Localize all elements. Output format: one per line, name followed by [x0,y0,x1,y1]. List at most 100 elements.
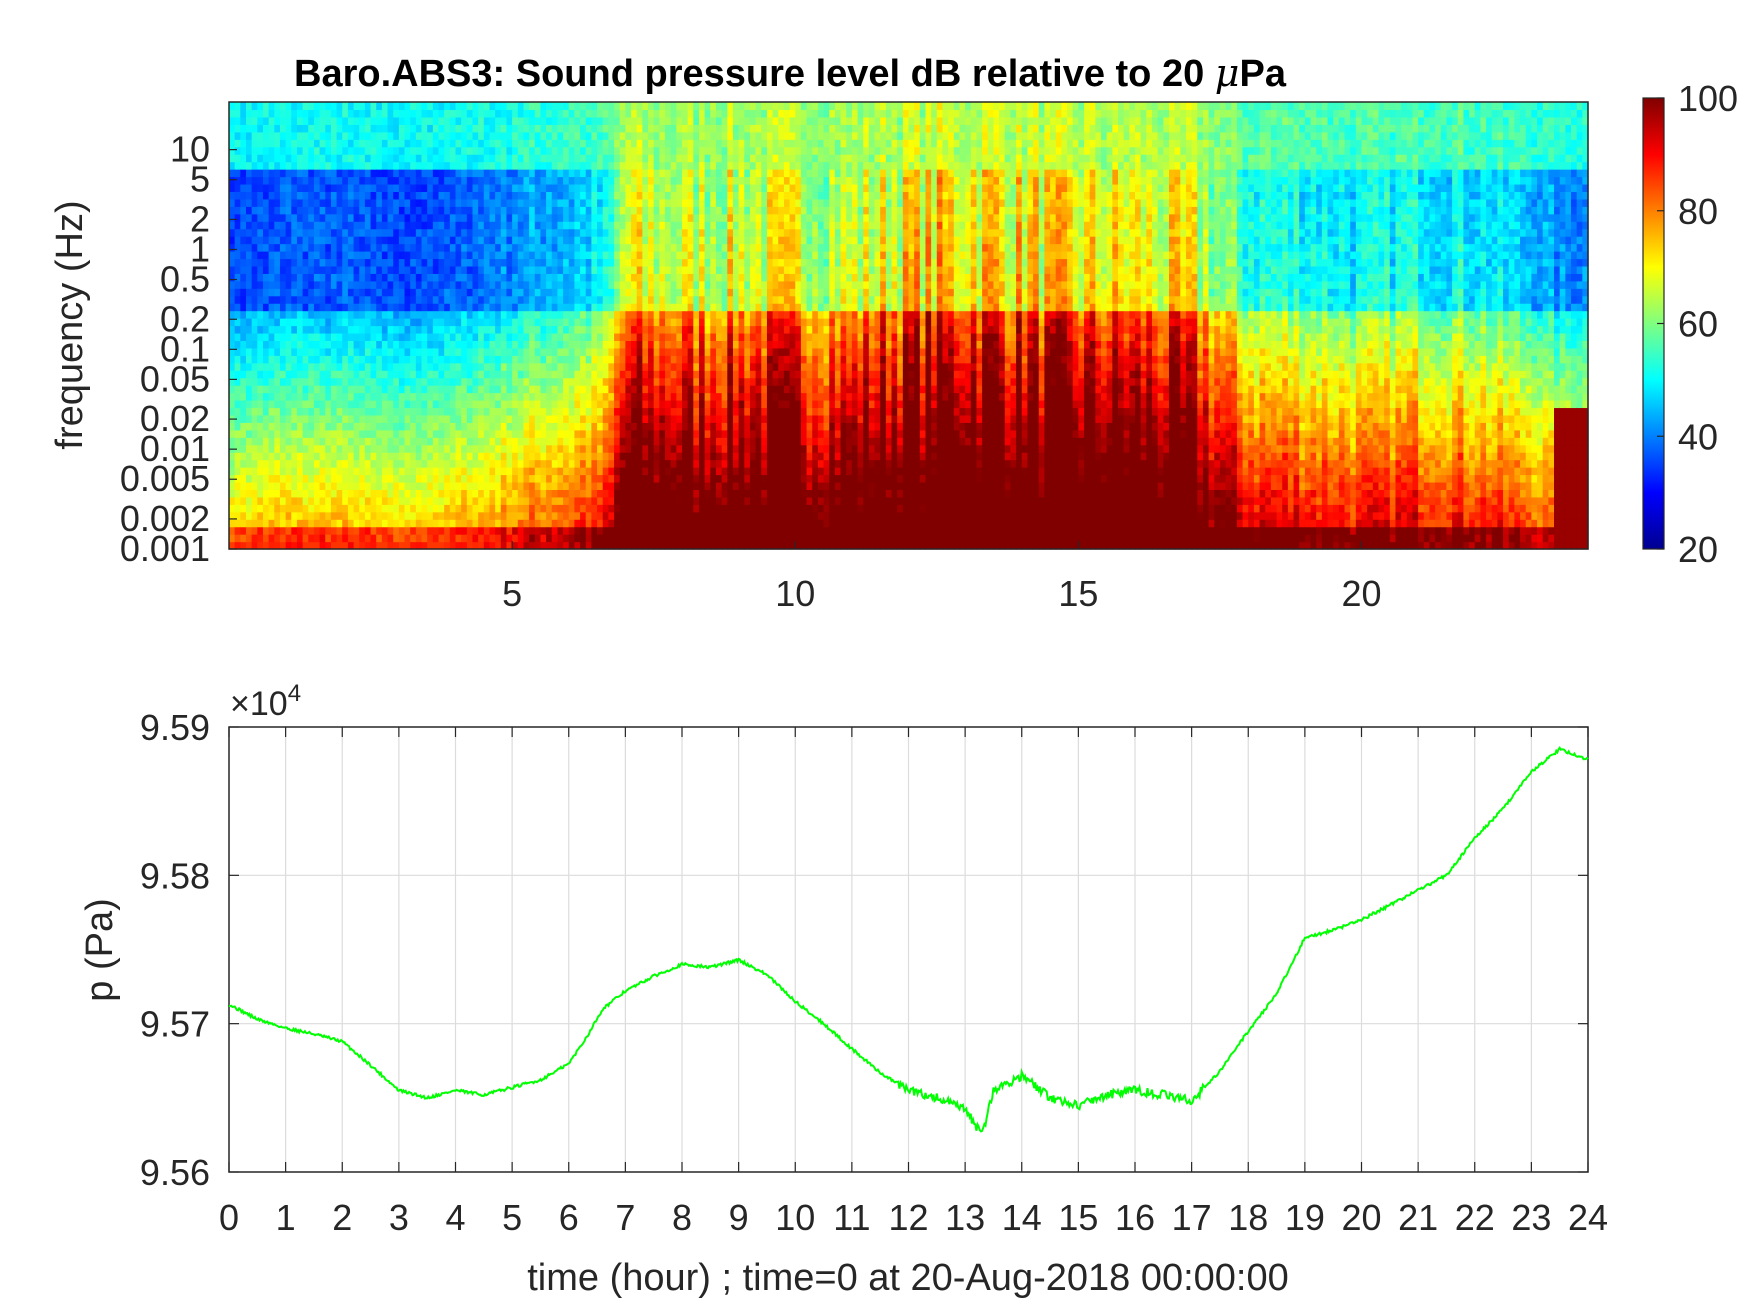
spectrogram-cell [540,280,547,289]
spectrogram-cell [279,124,287,133]
spectrogram-cell [449,303,457,312]
spectrogram-cell [308,332,315,341]
spectrogram-cell [619,392,626,401]
spectrogram-cell [563,169,570,178]
spectrogram-cell [478,310,485,319]
spectrogram-cell [512,169,519,178]
spectrogram-cell [602,213,609,222]
spectrogram-cell [291,251,298,260]
spectrogram-cell [472,467,479,476]
spectrogram-cell [313,198,321,207]
spectrogram-cell [404,496,411,505]
spectrogram-cell [495,310,502,319]
spectrogram-cell [387,452,394,461]
spectrogram-cell [670,325,677,334]
spectrogram-cell [449,295,457,304]
spectrogram-cell [466,541,474,550]
spectrogram-cell [410,467,417,476]
spectrogram-cell [262,422,270,431]
spectrogram-cell [353,228,360,237]
spectrogram-cell [410,131,417,140]
spectrogram-cell [279,459,287,468]
spectrogram-cell [551,481,559,490]
spectrogram-cell [670,496,677,505]
spectrogram-cell [614,221,621,230]
spectrogram-cell [659,295,666,304]
spectrogram-cell [495,154,502,163]
spectrogram-cell [319,496,326,505]
spectrogram-cell [313,146,321,155]
spectrogram-cell [670,362,677,371]
spectrogram-cell [234,452,241,461]
spectrogram-cell [353,221,360,230]
spectrogram-cell [619,481,626,490]
spectrogram-cell [540,332,547,341]
spectrogram-cell [376,198,383,207]
spectrogram-cell [682,429,689,438]
spectrogram-cell [376,176,383,185]
spectrogram-cell [251,176,258,185]
spectrogram-cell [500,310,508,319]
spectrogram-cell [563,161,570,170]
spectrogram-cell [495,332,502,341]
spectrogram-cell [563,355,570,364]
spectrogram-cell [444,228,451,237]
spectrogram-cell [262,139,270,148]
spectrogram-cell [687,169,694,178]
spectrogram-cell [495,131,502,140]
spectrogram-cell [302,213,309,222]
spectrogram-cell [336,459,343,468]
spectrogram-cell [591,139,598,148]
spectrogram-cell [257,280,264,289]
spectrogram-cell [404,325,411,334]
spectrogram-cell [495,303,502,312]
spectrogram-cell [268,318,275,327]
spectrogram-cell [387,221,394,230]
spectrogram-cell [551,243,559,252]
spectrogram-cell [642,251,649,260]
spectrogram-cell [693,221,700,230]
spectrogram-cell [619,169,626,178]
spectrogram-cell [421,139,428,148]
spectrogram-cell [517,362,525,371]
spectrogram-cell [262,176,270,185]
spectrogram-cell [495,489,502,498]
spectrogram-cell [534,169,542,178]
spectrogram-cell [580,400,587,409]
spectrogram-cell [410,169,417,178]
spectrogram-cell [262,273,270,282]
spectrogram-cell [597,295,604,304]
spectrogram-cell [387,362,394,371]
spectrogram-cell [245,191,253,200]
spectrogram-cell [229,332,236,341]
spectrogram-cell [540,467,547,476]
spectrogram-cell [432,221,440,230]
spectrogram-cell [330,496,338,505]
spectrogram-cell [512,400,519,409]
spectrogram-cell [574,176,581,185]
spectrogram-cell [597,303,604,312]
spectrogram-cell [296,526,304,535]
spectrogram-cell [438,318,445,327]
spectrogram-cell [393,318,400,327]
spectrogram-cell [682,161,689,170]
spectrogram-cell [381,124,389,133]
spectrogram-cell [398,414,406,423]
spectrogram-cell [381,318,389,327]
spectrogram-cell [495,511,502,520]
spectrogram-cell [506,288,513,297]
spectrogram-cell [568,511,576,520]
spectrogram-cell [591,191,598,200]
spectrogram-cell [557,541,564,550]
spectrogram-cell [325,422,332,431]
spectrogram-cell [693,385,700,394]
spectrogram-cell [608,146,615,155]
spectrogram-cell [461,221,468,230]
spectrogram-cell [313,221,321,230]
spectrogram-cell [591,534,598,543]
spectrogram-cell [608,325,615,334]
spectrogram-cell [359,459,366,468]
spectrogram-cell [444,332,451,341]
spectrogram-cell [449,169,457,178]
spectrogram-cell [376,355,383,364]
